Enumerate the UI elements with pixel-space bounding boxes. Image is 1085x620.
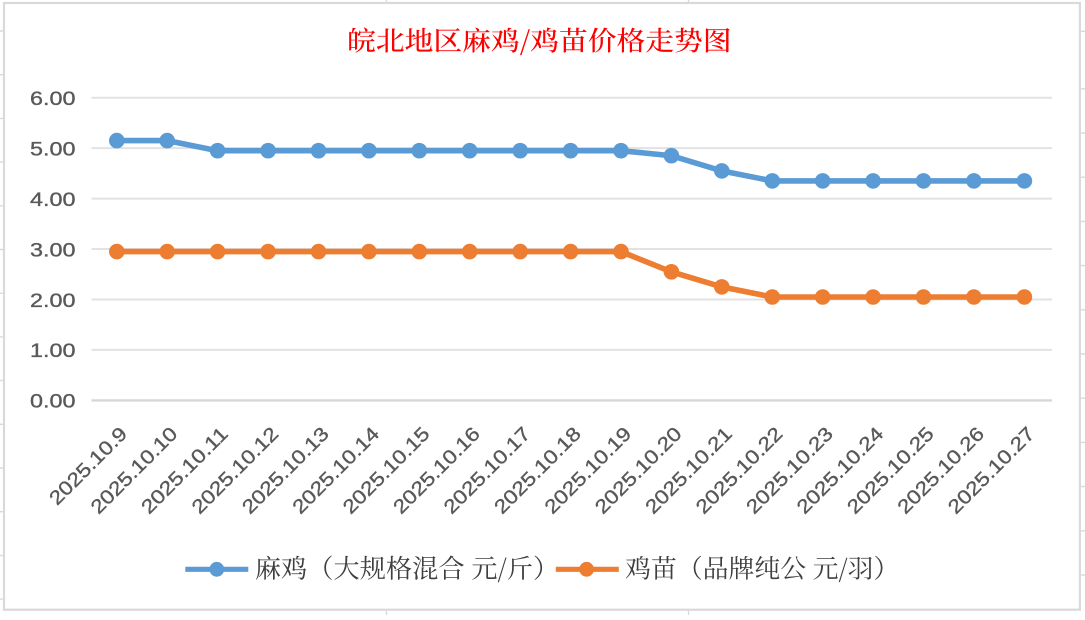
svg-text:0.00: 0.00: [30, 391, 76, 413]
svg-text:6.00: 6.00: [30, 88, 76, 110]
svg-text:3.00: 3.00: [30, 239, 76, 261]
svg-text:4.00: 4.00: [30, 189, 76, 211]
svg-text:2.00: 2.00: [30, 290, 76, 312]
svg-text:1.00: 1.00: [30, 340, 76, 362]
svg-text:5.00: 5.00: [30, 138, 76, 160]
